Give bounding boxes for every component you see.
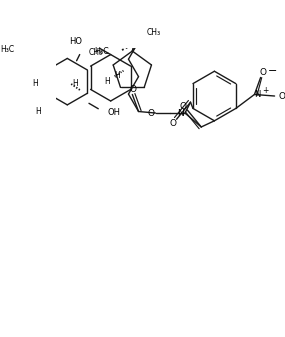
Text: CH₃: CH₃ (147, 28, 161, 37)
Text: H₃C: H₃C (94, 47, 109, 56)
Text: H: H (104, 77, 110, 86)
Text: CH₃: CH₃ (89, 48, 103, 57)
Text: O: O (278, 92, 285, 100)
Text: H: H (72, 79, 78, 88)
Text: N: N (177, 109, 184, 118)
Text: H₃C: H₃C (0, 45, 14, 54)
Text: N: N (254, 90, 261, 99)
Text: O: O (180, 102, 187, 111)
Text: +: + (262, 86, 268, 95)
Text: O: O (259, 68, 266, 77)
Text: OH: OH (107, 108, 121, 117)
Text: H: H (32, 79, 38, 88)
Text: O: O (130, 85, 137, 94)
Text: O: O (147, 109, 154, 118)
Text: H: H (35, 106, 41, 116)
Text: −: − (268, 66, 277, 76)
Text: H: H (114, 71, 120, 80)
Text: O: O (169, 119, 176, 128)
Text: HO: HO (69, 37, 82, 46)
